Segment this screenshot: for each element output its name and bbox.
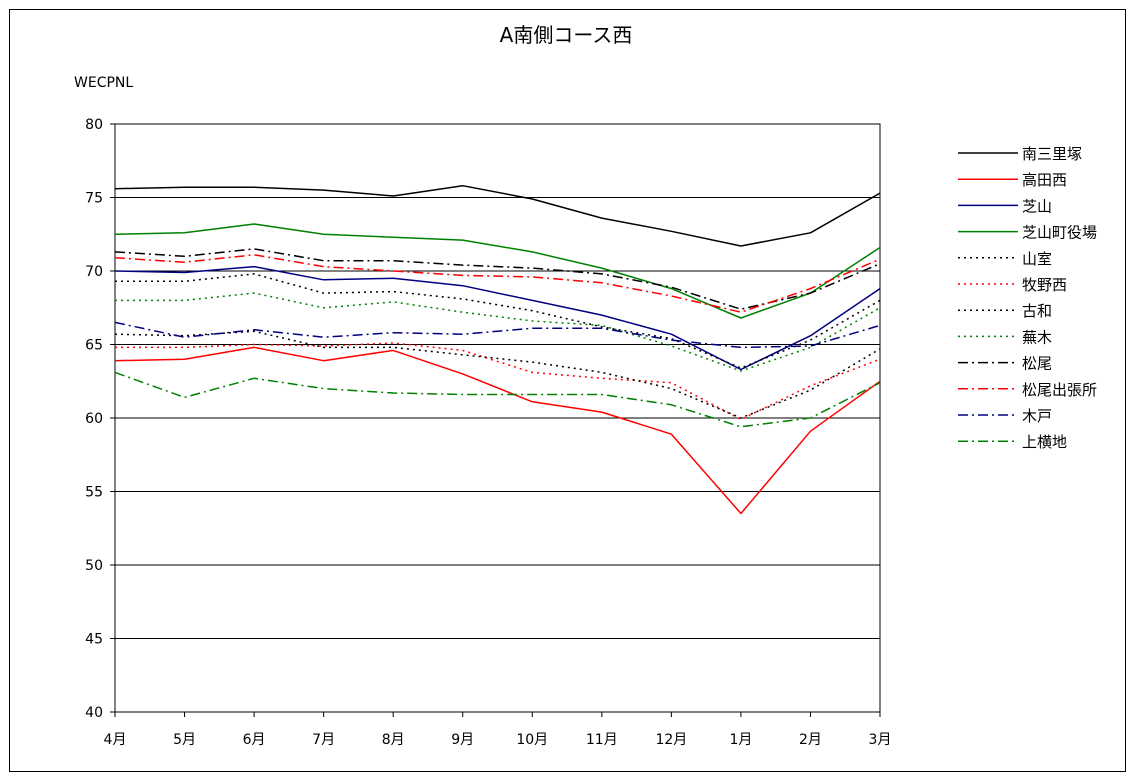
y-tick-label: 40 [85, 705, 103, 721]
legend-label-8: 蕪木 [1022, 328, 1052, 346]
series-line-9 [114, 248, 881, 310]
series-line-3 [114, 265, 881, 371]
series-line-7 [114, 330, 881, 419]
x-tick-label: 9月 [451, 732, 474, 748]
x-tick-label: 10月 [516, 732, 548, 748]
y-tick-label: 60 [85, 411, 103, 427]
series-line-10 [114, 254, 881, 313]
legend-label-9: 松尾 [1022, 355, 1052, 373]
y-tick-label: 55 [85, 485, 103, 501]
x-tick-label: 11月 [586, 732, 618, 748]
grid-lines [114, 123, 881, 713]
chart-frame: A南側コース西 WECPNL 40 45 50 55 60 65 70 75 80 4月 5月 6月 7… [9, 9, 1126, 772]
y-tick-label: 50 [85, 558, 103, 574]
y-axis-label: WECPNL [74, 75, 133, 91]
legend-label-5: 山室 [1022, 250, 1052, 268]
series-line-8 [115, 292, 881, 372]
series-line-5 [115, 273, 881, 369]
series-lines [114, 184, 881, 515]
legend-label-1: 南三里塚 [1022, 145, 1082, 163]
legend-label-6: 牧野西 [1022, 276, 1067, 294]
x-tick-label: 5月 [173, 732, 196, 748]
series-line-12 [114, 371, 881, 428]
x-tick-label: 8月 [382, 732, 405, 748]
chart-title: A南側コース西 [500, 23, 633, 47]
legend-label-12: 上横地 [1022, 433, 1067, 451]
y-tick-label: 70 [85, 264, 103, 280]
legend-label-10: 松尾出張所 [1022, 381, 1097, 399]
series-line-4 [114, 223, 881, 319]
x-tick-label: 12月 [655, 732, 687, 748]
x-tick-label: 7月 [312, 732, 335, 748]
series-line-6 [115, 342, 881, 421]
series-line-1 [114, 184, 881, 247]
y-tick-label: 65 [85, 338, 103, 354]
legend-label-4: 芝山町役場 [1022, 224, 1097, 242]
line-chart: A南側コース西 WECPNL 40 45 50 55 60 65 70 75 80 4月 5月 6月 7… [74, 23, 1097, 748]
y-tick-label: 45 [85, 632, 103, 648]
legend-label-7: 古和 [1022, 302, 1052, 320]
series-line-2 [114, 346, 881, 515]
x-tick-label: 6月 [243, 732, 266, 748]
x-tick-label: 1月 [729, 732, 752, 748]
x-tick-label: 3月 [869, 732, 892, 748]
legend-label-3: 芝山 [1022, 197, 1052, 215]
x-tick-label: 2月 [799, 732, 822, 748]
legend-label-11: 木戸 [1022, 407, 1052, 425]
series-line-11 [114, 321, 881, 349]
legend-label-2: 高田西 [1022, 171, 1067, 189]
x-tick-label: 4月 [104, 732, 127, 748]
axis-ticks: 40 45 50 55 60 65 70 75 80 4月 5月 6月 7月 8月 9月 10月 11月 12月 1… [85, 117, 891, 748]
y-tick-label: 75 [85, 191, 103, 207]
y-tick-label: 80 [85, 117, 103, 133]
